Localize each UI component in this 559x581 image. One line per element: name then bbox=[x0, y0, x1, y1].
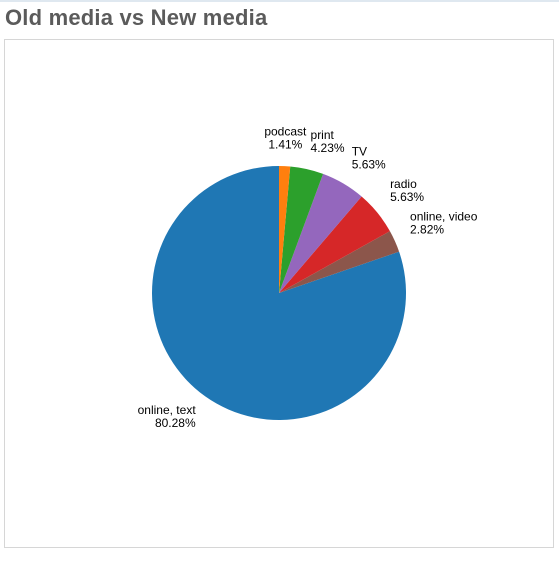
pie-slices bbox=[152, 166, 406, 420]
top-rule bbox=[0, 0, 559, 2]
page-title: Old media vs New media bbox=[5, 5, 268, 30]
pie-pct-tv: 5.63% bbox=[352, 157, 386, 171]
pie-pct-podcast: 1.41% bbox=[268, 138, 302, 152]
pie-pct-online-text: 80.28% bbox=[155, 416, 196, 430]
chart-panel: online, text 80.28% online, video 2.82% radi… bbox=[4, 39, 554, 548]
pie-label-tv: TV bbox=[352, 144, 367, 158]
pie-slice-tv bbox=[279, 173, 362, 293]
pie-slice-online-video bbox=[279, 231, 400, 293]
pie-pct-print: 4.23% bbox=[311, 141, 345, 155]
pie-pct-radio: 5.63% bbox=[390, 190, 424, 204]
pie-pct-online-video: 2.82% bbox=[410, 222, 444, 236]
pie-slice-podcast bbox=[279, 166, 291, 293]
pie-label-podcast: podcast bbox=[264, 125, 307, 139]
pie-slice-radio bbox=[279, 196, 390, 293]
pie-slice-print bbox=[279, 166, 324, 293]
pie-label-print: print bbox=[311, 128, 335, 142]
pie-label-online-text: online, text bbox=[138, 403, 197, 417]
pie-label-radio: radio bbox=[390, 177, 417, 191]
pie-label-online-video: online, video bbox=[410, 209, 478, 223]
